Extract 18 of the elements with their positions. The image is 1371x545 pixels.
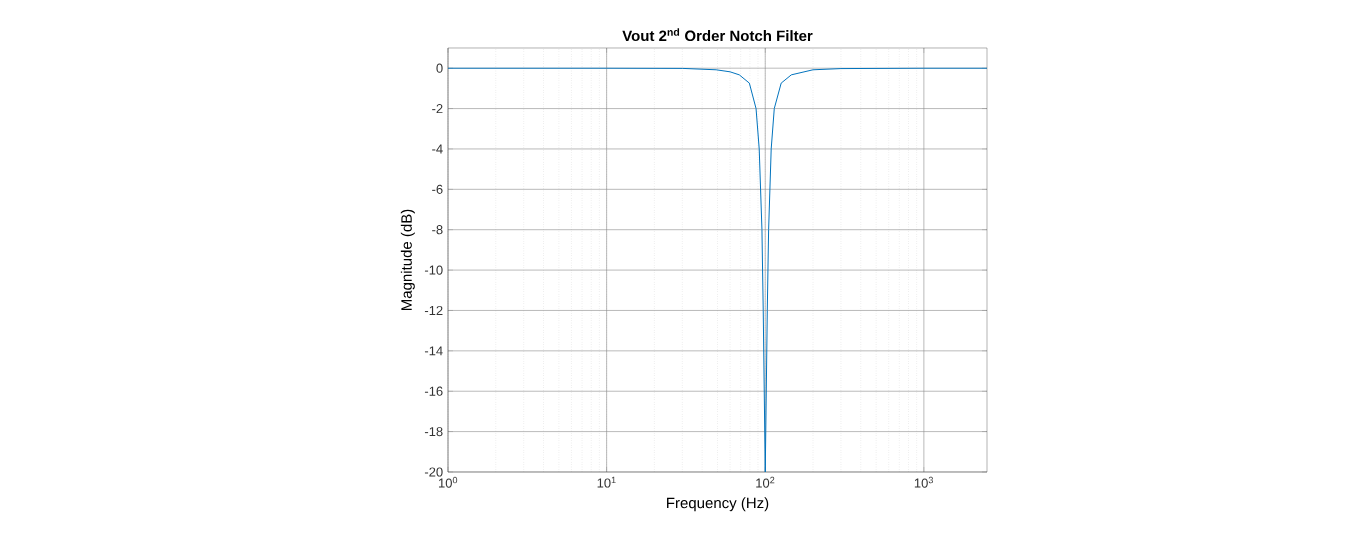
y-tick-label: -12 — [424, 305, 443, 315]
x-tick-label: 10$^{0}$ — [438, 476, 458, 488]
x-tick-label: 10$^{1}$ — [597, 476, 616, 488]
y-tick-label: -16 — [424, 386, 443, 396]
y-tick-label: -4 — [432, 144, 443, 154]
x-axis-title: Frequency (Hz) — [667, 497, 769, 512]
x-tick-label: 10$^{2}$ — [756, 476, 775, 488]
y-tick-label: -2 — [432, 104, 443, 114]
x-tick-label: 10$^{3}$ — [914, 476, 933, 488]
y-tick-label: -18 — [424, 427, 443, 437]
chart-title: Vout 2$^{nd}$ Order Notch Filter — [622, 28, 813, 42]
y-tick-label: -8 — [432, 225, 443, 235]
y-tick-label: -6 — [432, 184, 443, 194]
y-tick-label: -14 — [424, 346, 443, 356]
y-tick-label: 0 — [436, 63, 443, 73]
y-axis-title: Magnitude (dB) — [400, 209, 415, 311]
y-tick-label: -10 — [424, 265, 443, 275]
y-tick-label: -20 — [424, 467, 443, 477]
